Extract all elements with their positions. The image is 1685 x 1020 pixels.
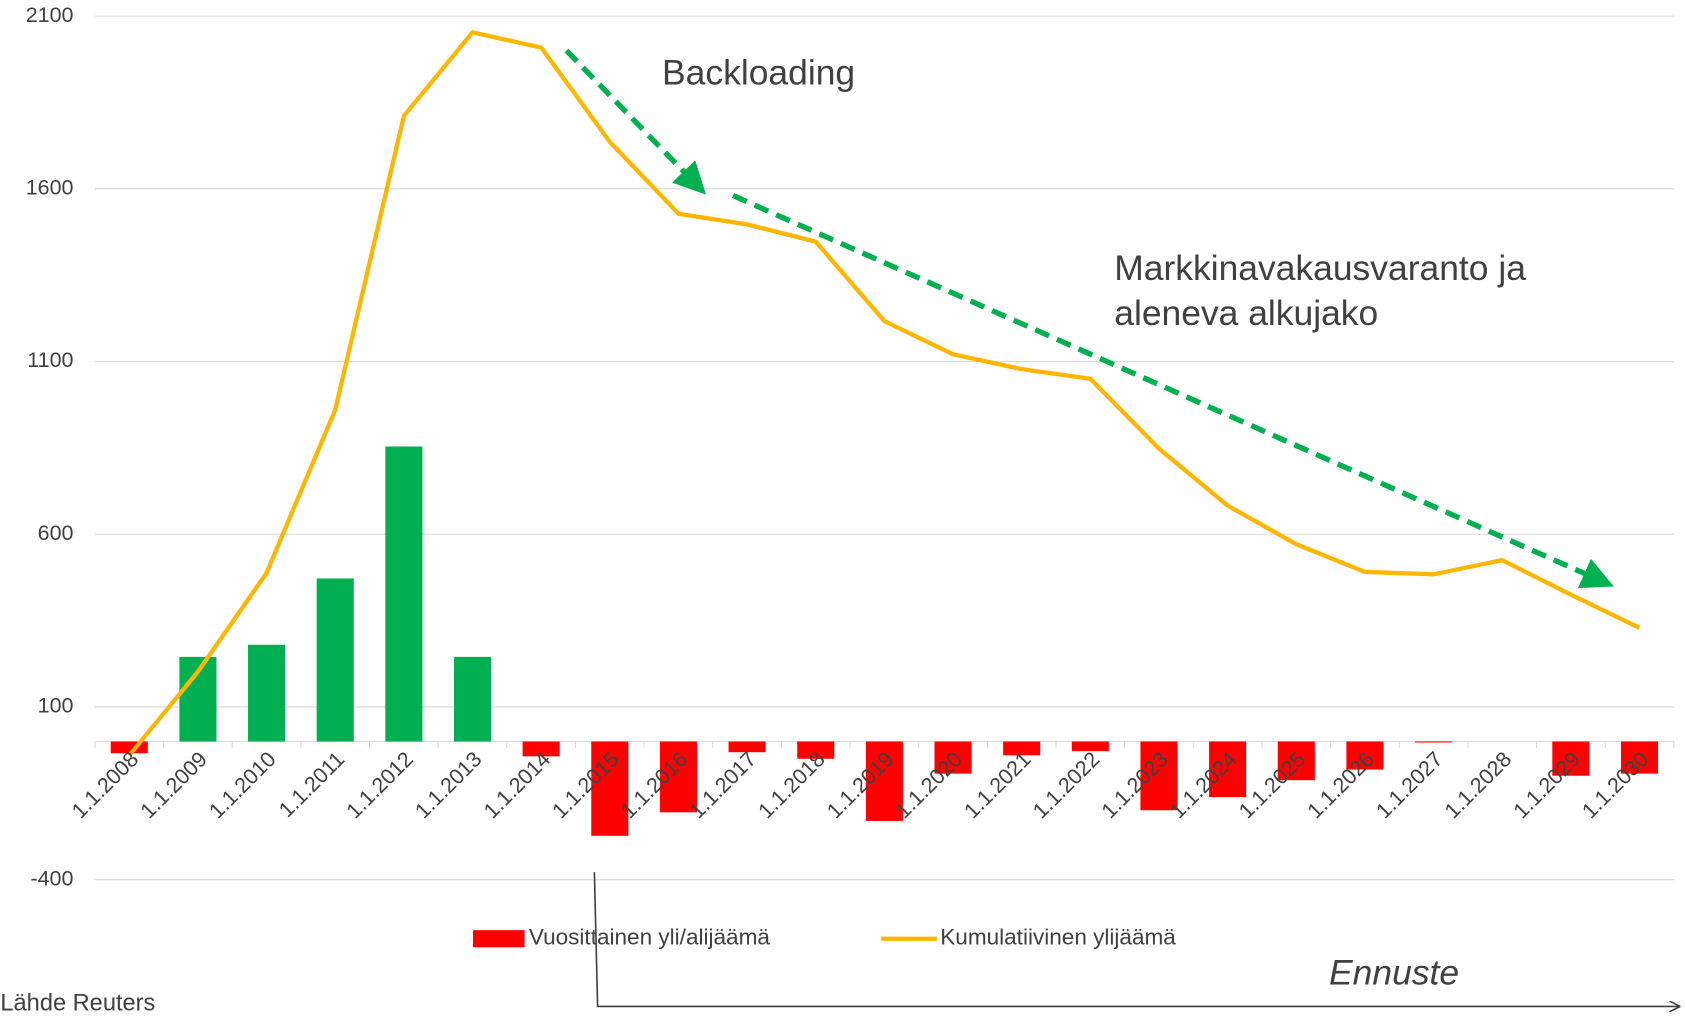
bar [522, 741, 560, 757]
x-tick-label: 1.1.2014 [479, 747, 555, 823]
bar [1346, 741, 1384, 770]
bar [316, 578, 354, 742]
bar [797, 741, 835, 759]
x-tick-label: 1.1.2018 [754, 747, 830, 823]
bar [1552, 741, 1590, 776]
bar [385, 446, 423, 742]
x-tick-label: 1.1.2012 [342, 747, 418, 823]
legend-label: Kumulatiivinen ylijäämä [940, 925, 1176, 950]
x-tick-label: 1.1.2022 [1028, 747, 1104, 823]
y-tick-label: 1100 [27, 348, 73, 372]
bar [1277, 741, 1315, 781]
annotation: Ennuste [1329, 953, 1459, 993]
x-tick-label: 1.1.2011 [274, 747, 349, 822]
bar [453, 656, 492, 742]
source: Lähde Reuters [0, 990, 155, 1015]
bar [1071, 741, 1109, 752]
bar [1620, 741, 1659, 774]
forecast-arrow [593, 872, 1678, 1006]
legend-swatch [473, 930, 525, 948]
annotation: Backloading [662, 53, 855, 93]
bar [1140, 741, 1178, 811]
bar [659, 741, 697, 813]
annotation: Markkinavakausvaranto ja [1114, 248, 1526, 288]
annotation: aleneva alkujako [1114, 293, 1378, 333]
x-tick-label: 1.1.2009 [136, 747, 212, 823]
x-tick-label: 1.1.2010 [204, 747, 280, 823]
line [127, 30, 1641, 757]
bar [728, 741, 766, 753]
legend-label: Vuosittainen yli/alijäämä [529, 925, 771, 950]
bar [591, 741, 629, 836]
arrow [564, 48, 707, 195]
x-tick-label: 1.1.2028 [1440, 747, 1516, 823]
x-tick-label: 1.1.2013 [410, 747, 486, 823]
y-tick-label: 1600 [26, 175, 74, 199]
y-tick-label: 100 [38, 694, 74, 718]
x-tick-label: 1.1.2029 [1509, 747, 1585, 823]
x-tick-label: 1.1.2008 [67, 747, 143, 823]
bar [934, 741, 972, 774]
arrow [731, 193, 1614, 589]
bar [110, 741, 148, 754]
y-tick-label: -400 [30, 866, 73, 890]
y-tick-label: 600 [38, 521, 74, 545]
bar [248, 644, 286, 742]
bar [865, 741, 903, 821]
bar [1415, 741, 1453, 743]
bar [1209, 741, 1247, 798]
y-tick-label: 2100 [26, 3, 74, 27]
bar [1003, 741, 1041, 756]
